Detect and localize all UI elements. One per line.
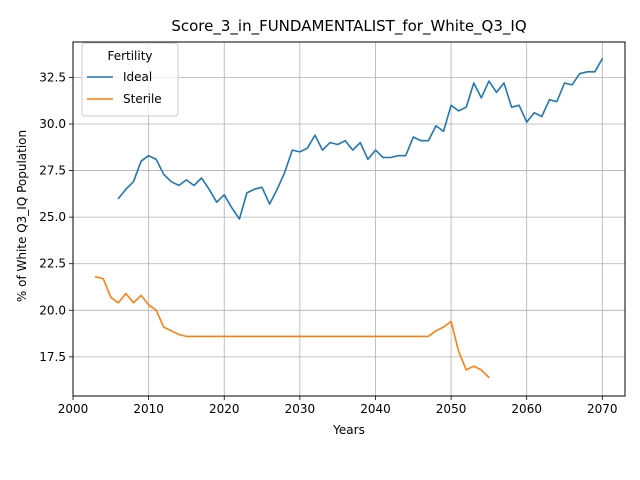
legend: Fertility Ideal Sterile [81,42,179,117]
y-tick-label: 17.5 [39,350,66,364]
y-tick-label: 20.0 [39,303,66,317]
y-tick-label: 32.5 [39,70,66,84]
x-tick-label: 2000 [58,402,89,416]
x-tick-label: 2020 [209,402,240,416]
legend-title: Fertility [107,49,152,63]
series-lines [94,57,604,379]
plot-frame [72,41,626,397]
y-axis-ticks: 17.5 20.0 22.5 25.0 27.5 30.0 32.5 [39,70,73,364]
x-tick-label: 2010 [133,402,164,416]
y-tick-label: 30.0 [39,117,66,131]
legend-label-sterile: Sterile [123,92,162,106]
x-axis-ticks: 2000 2010 2020 2030 2040 2050 2060 2070 [58,396,618,416]
x-tick-label: 2070 [587,402,618,416]
x-tick-label: 2050 [436,402,467,416]
x-tick-label: 2040 [360,402,391,416]
y-tick-label: 25.0 [39,210,66,224]
legend-label-ideal: Ideal [123,70,152,84]
chart-title: Score_3_in_FUNDAMENTALIST_for_White_Q3_I… [171,17,526,36]
series-line-sterile [94,275,490,379]
y-tick-label: 22.5 [39,257,66,271]
series-line-ideal [117,57,604,220]
legend-box [81,42,179,117]
y-tick-label: 27.5 [39,164,66,178]
x-tick-label: 2030 [285,402,316,416]
y-axis-label: % of White Q3_IQ Population [15,130,29,302]
x-axis-label: Years [332,423,365,437]
grid-lines [72,42,625,396]
x-tick-label: 2060 [511,402,542,416]
